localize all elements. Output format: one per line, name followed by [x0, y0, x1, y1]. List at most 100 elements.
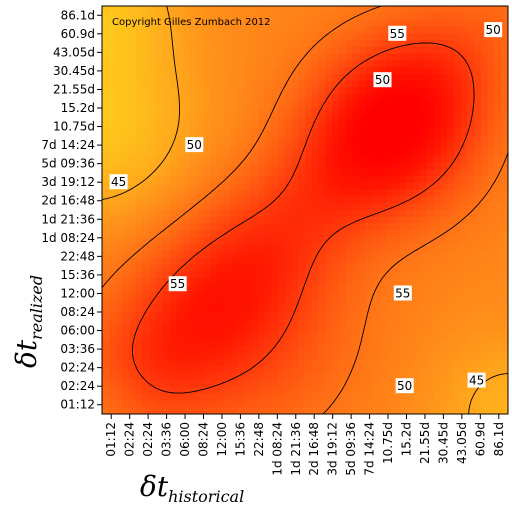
heatmap-cell [291, 189, 299, 197]
heatmap-cell [142, 60, 150, 68]
heatmap-cell [298, 33, 306, 41]
heatmap-cell [413, 203, 421, 211]
heatmap-cell [108, 60, 117, 68]
heatmap-cell [115, 12, 123, 21]
heatmap-cell [338, 352, 347, 361]
heatmap-cell [162, 40, 171, 48]
heatmap-cell [162, 203, 171, 211]
heatmap-cell [237, 33, 245, 41]
heatmap-cell [196, 393, 205, 401]
heatmap-cell [305, 312, 313, 320]
heatmap-cell [440, 339, 448, 347]
heatmap-cell [447, 339, 455, 347]
heatmap-cell [250, 380, 259, 388]
heatmap-cell [392, 87, 401, 95]
heatmap-cell [271, 366, 279, 374]
heatmap-cell [230, 359, 238, 367]
heatmap-cell [318, 94, 326, 102]
heatmap-cell [480, 393, 489, 401]
contour-label: 50 [373, 72, 392, 88]
heatmap-cell [135, 386, 144, 395]
heatmap-cell [305, 19, 313, 27]
heatmap-cell [102, 60, 110, 68]
heatmap-cell [210, 257, 218, 265]
heatmap-cell [318, 271, 326, 279]
heatmap-cell [406, 196, 414, 204]
heatmap-cell [217, 257, 225, 265]
heatmap-cell [223, 366, 232, 374]
heatmap-cell [291, 257, 299, 265]
heatmap-cell [277, 114, 286, 123]
heatmap-cell [250, 223, 259, 231]
heatmap-cell [169, 244, 178, 252]
heatmap-cell [264, 6, 272, 14]
heatmap-cell [318, 128, 326, 136]
heatmap-cell [210, 87, 218, 95]
heatmap-cell [318, 87, 326, 95]
heatmap-cell [298, 298, 306, 306]
heatmap-cell [264, 128, 272, 136]
heatmap-cell [392, 400, 401, 408]
heatmap-cell [135, 291, 144, 299]
heatmap-cell [277, 264, 286, 272]
heatmap-cell [108, 101, 117, 109]
x-tick-label: 1d 08:24 [270, 422, 284, 476]
heatmap-cell [244, 12, 252, 21]
heatmap-cell [176, 244, 184, 252]
heatmap-cell [440, 148, 448, 157]
heatmap-cell [298, 114, 306, 123]
heatmap-cell [142, 87, 150, 95]
heatmap-cell [142, 325, 150, 333]
heatmap-cell [494, 318, 502, 327]
heatmap-cell [474, 40, 482, 48]
heatmap-cell [115, 101, 123, 109]
heatmap-cell [176, 339, 184, 347]
heatmap-cell [467, 216, 475, 225]
heatmap-cell [332, 148, 340, 157]
heatmap-cell [474, 339, 482, 347]
heatmap-cell [345, 80, 353, 89]
heatmap-cell [305, 223, 313, 231]
heatmap-cell [352, 339, 360, 347]
heatmap-cell [480, 128, 489, 136]
heatmap-cell [379, 271, 387, 279]
heatmap-cell [453, 318, 462, 327]
contour-label: 55 [388, 25, 407, 41]
heatmap-cell [365, 80, 374, 89]
y-tick-label: 2d 16:48 [41, 194, 95, 208]
heatmap-cell [264, 312, 272, 320]
heatmap-cell [237, 6, 245, 14]
heatmap-cell [386, 162, 394, 170]
heatmap-cell [189, 176, 198, 184]
heatmap-cell [230, 373, 238, 381]
heatmap-cell [447, 305, 455, 313]
heatmap-cell [332, 386, 340, 395]
heatmap-cell [162, 142, 171, 150]
heatmap-cell [156, 325, 164, 333]
heatmap-cell [305, 386, 313, 395]
heatmap-cell [284, 216, 293, 225]
heatmap-cell [237, 257, 245, 265]
heatmap-cell [135, 101, 144, 109]
heatmap-cell [359, 80, 367, 89]
heatmap-cell [480, 284, 489, 293]
heatmap-cell [365, 400, 374, 408]
heatmap-cell [426, 87, 435, 95]
heatmap-cell [271, 216, 279, 225]
heatmap-cell [277, 148, 286, 157]
heatmap-cell [372, 318, 381, 327]
heatmap-cell [406, 148, 414, 157]
heatmap-cell [406, 46, 414, 55]
heatmap-cell [467, 67, 475, 75]
heatmap-cell [244, 400, 252, 408]
heatmap-cell [345, 366, 353, 374]
heatmap-cell [129, 271, 137, 279]
heatmap-cell [480, 176, 489, 184]
heatmap-cell [399, 359, 408, 367]
heatmap-cell [332, 237, 340, 245]
heatmap-cell [453, 332, 462, 340]
heatmap-cell [359, 359, 367, 367]
heatmap-cell [406, 250, 414, 259]
heatmap-cell [135, 114, 144, 123]
heatmap-cell [135, 257, 144, 265]
